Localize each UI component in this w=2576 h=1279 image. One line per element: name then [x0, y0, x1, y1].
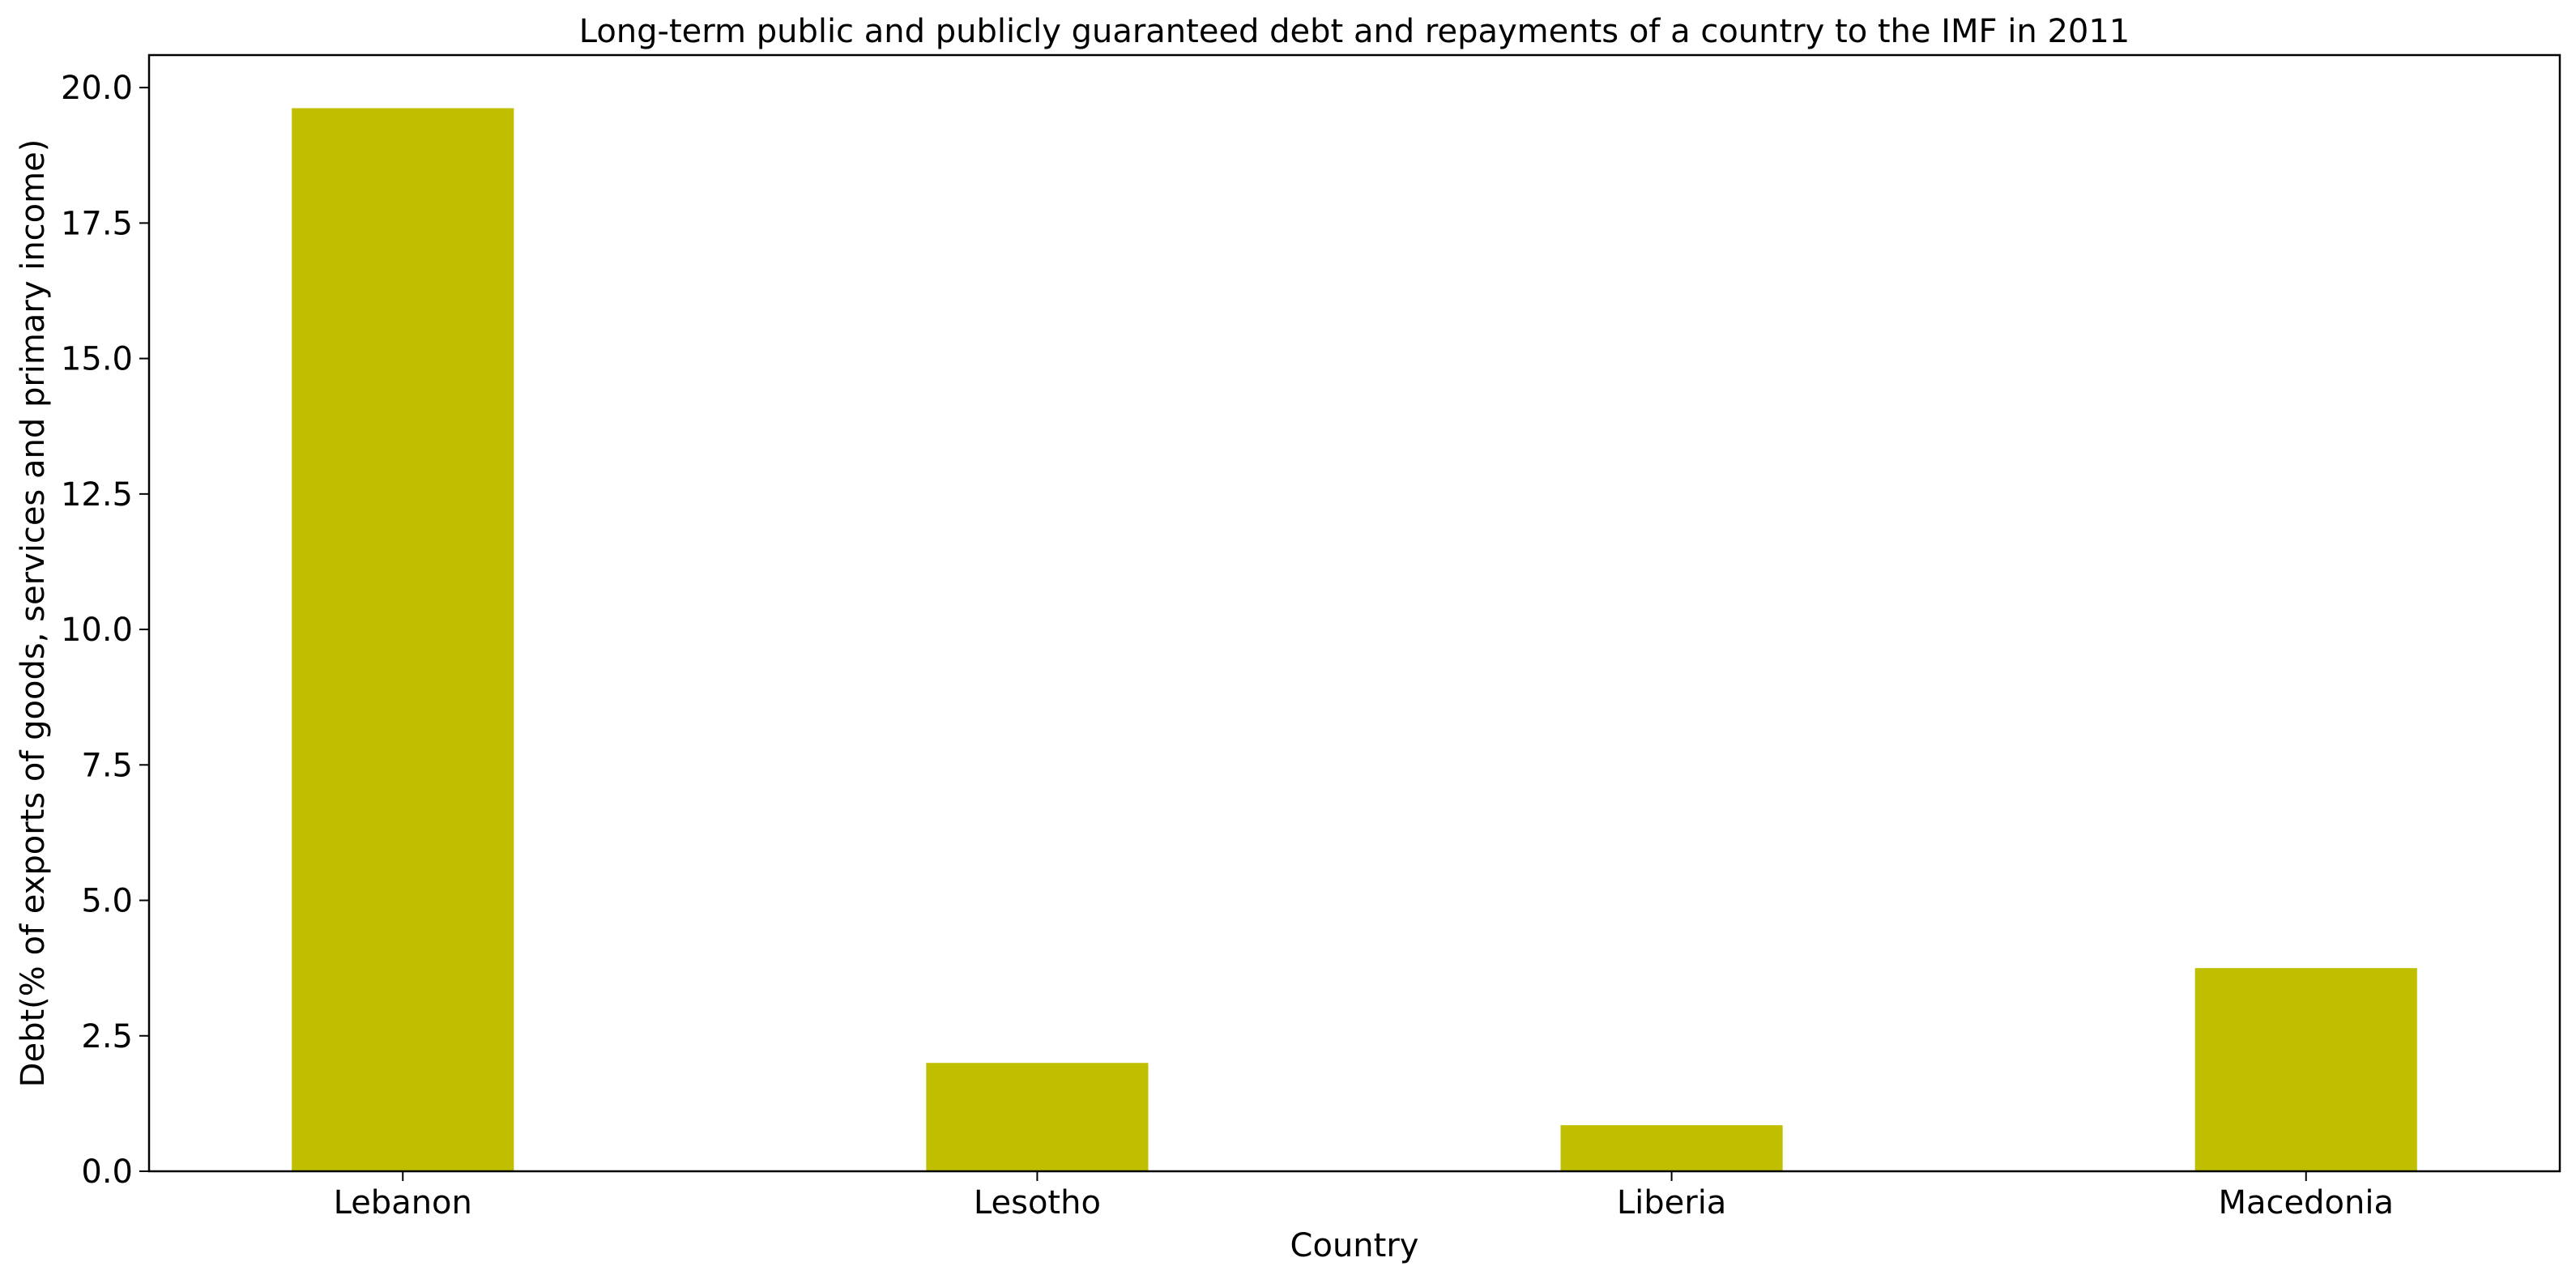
x-tick-label: Liberia — [1617, 1184, 1726, 1221]
x-tick-label: Lesotho — [974, 1184, 1101, 1221]
x-tick-label: Macedonia — [2219, 1184, 2394, 1221]
y-tick-label: 0.0 — [81, 1153, 133, 1191]
chart-title: Long-term public and publicly guaranteed… — [579, 13, 2130, 50]
y-tick-label: 2.5 — [81, 1018, 133, 1055]
y-tick-label: 17.5 — [61, 205, 133, 242]
bar-liberia — [1560, 1125, 1783, 1171]
bar-lebanon — [292, 108, 514, 1172]
y-tick-label: 7.5 — [81, 747, 133, 784]
bar-lesotho — [926, 1063, 1149, 1171]
y-axis-ticks: 0.0 2.5 5.0 7.5 10.0 12.5 15.0 17.5 20.0 — [61, 70, 149, 1191]
bar-macedonia — [2194, 968, 2417, 1171]
x-axis-ticks: Lebanon Lesotho Liberia Macedonia — [334, 1171, 2394, 1221]
y-axis-label: Debt(% of exports of goods, services and… — [15, 139, 52, 1088]
x-tick-label: Lebanon — [334, 1184, 472, 1221]
plot-frame — [147, 53, 2561, 1173]
y-tick-label: 15.0 — [61, 341, 133, 378]
bars-group — [292, 108, 2417, 1172]
y-tick-label: 10.0 — [61, 612, 133, 649]
x-axis-label: Country — [1290, 1227, 1419, 1264]
y-tick-label: 5.0 — [81, 883, 133, 920]
y-tick-label: 20.0 — [61, 70, 133, 107]
y-tick-label: 12.5 — [61, 476, 133, 514]
